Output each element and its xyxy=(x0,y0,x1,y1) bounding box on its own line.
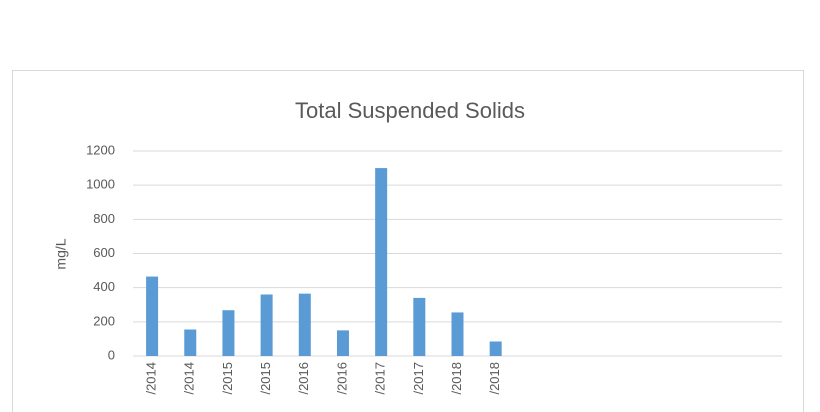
bar xyxy=(413,297,426,356)
bar xyxy=(260,294,273,356)
x-tick-label: /2016 xyxy=(296,362,311,395)
bar xyxy=(451,312,464,356)
x-tick-label: /2014 xyxy=(182,362,197,395)
x-tick-label: /2014 xyxy=(144,362,159,395)
x-tick-label: /2018 xyxy=(449,362,464,395)
x-tick-label: /2015 xyxy=(258,362,273,395)
y-tick-label: 0 xyxy=(108,347,115,362)
bar xyxy=(489,341,502,356)
bar xyxy=(336,330,349,356)
bar xyxy=(146,276,159,356)
y-tick-label: 1200 xyxy=(86,142,115,157)
bar xyxy=(222,310,235,356)
chart-border xyxy=(12,70,804,412)
x-tick-label: /2018 xyxy=(487,362,502,395)
y-axis-label: mg/L xyxy=(53,238,69,269)
x-tick-label: /2015 xyxy=(220,362,235,395)
bar xyxy=(184,329,197,356)
x-tick-label: /2017 xyxy=(373,362,388,395)
y-tick-label: 600 xyxy=(93,245,115,260)
chart-title: Total Suspended Solids xyxy=(295,98,525,123)
x-tick-label: /2016 xyxy=(334,362,349,395)
y-tick-label: 200 xyxy=(93,313,115,328)
bar xyxy=(375,168,388,356)
bar xyxy=(298,293,311,356)
x-tick-label: /2017 xyxy=(411,362,426,395)
y-tick-label: 400 xyxy=(93,279,115,294)
y-tick-label: 1000 xyxy=(86,177,115,192)
y-tick-label: 800 xyxy=(93,211,115,226)
